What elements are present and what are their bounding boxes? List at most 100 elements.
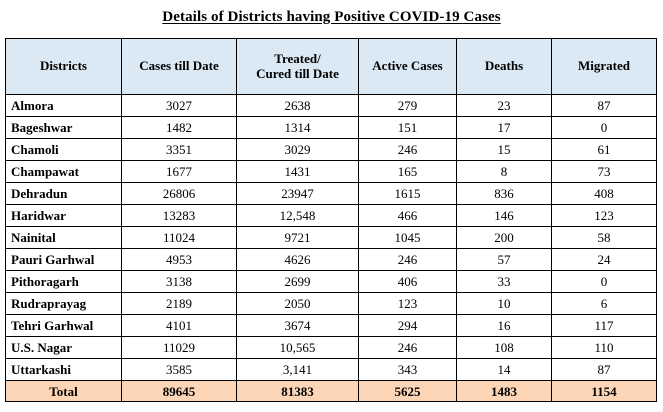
cell-district: Pithoragarh xyxy=(5,270,122,293)
cell-active: 343 xyxy=(358,358,457,381)
cell-district: Chamoli xyxy=(5,138,122,161)
cell-treated: 2050 xyxy=(236,292,359,315)
cell-deaths: 10 xyxy=(456,292,552,315)
cell-migrated: 73 xyxy=(551,160,657,183)
header-treated-line1: Treated/ xyxy=(274,50,321,66)
table-row: Bageshwar 1482 1314 151 17 0 xyxy=(5,116,657,139)
cell-cases: 11024 xyxy=(121,226,237,249)
cell-migrated: 0 xyxy=(551,116,657,139)
table-total-row: Total 89645 81383 5625 1483 1154 xyxy=(5,380,657,402)
cell-deaths: 23 xyxy=(456,94,552,117)
cell-treated: 2638 xyxy=(236,94,359,117)
total-district: Total xyxy=(5,380,122,402)
cell-migrated: 87 xyxy=(551,94,657,117)
cell-cases: 1677 xyxy=(121,160,237,183)
cell-district: Pauri Garhwal xyxy=(5,248,122,271)
table-row: Pauri Garhwal 4953 4626 246 57 24 xyxy=(5,248,657,271)
cell-cases: 11029 xyxy=(121,336,237,359)
cell-active: 406 xyxy=(358,270,457,293)
cell-treated: 3,141 xyxy=(236,358,359,381)
cell-migrated: 6 xyxy=(551,292,657,315)
cell-cases: 1482 xyxy=(121,116,237,139)
cell-deaths: 16 xyxy=(456,314,552,337)
cell-migrated: 0 xyxy=(551,270,657,293)
cell-migrated: 117 xyxy=(551,314,657,337)
table-row: Dehradun 26806 23947 1615 836 408 xyxy=(5,182,657,205)
cell-deaths: 14 xyxy=(456,358,552,381)
cell-active: 1615 xyxy=(358,182,457,205)
covid-districts-table: Districts Cases till Date Treated/ Cured… xyxy=(5,38,657,402)
total-treated: 81383 xyxy=(236,380,359,402)
table-row: Rudraprayag 2189 2050 123 10 6 xyxy=(5,292,657,315)
document-title: Details of Districts having Positive COV… xyxy=(162,9,501,25)
cell-active: 246 xyxy=(358,138,457,161)
table-row: Pithoragarh 3138 2699 406 33 0 xyxy=(5,270,657,293)
cell-district: Almora xyxy=(5,94,122,117)
header-active-cases: Active Cases xyxy=(358,38,457,95)
table-row: Chamoli 3351 3029 246 15 61 xyxy=(5,138,657,161)
table-row: Almora 3027 2638 279 23 87 xyxy=(5,94,657,117)
cell-cases: 3351 xyxy=(121,138,237,161)
cell-district: Haridwar xyxy=(5,204,122,227)
cell-deaths: 33 xyxy=(456,270,552,293)
cell-treated: 12,548 xyxy=(236,204,359,227)
total-migrated: 1154 xyxy=(551,380,657,402)
header-cases-till-date: Cases till Date xyxy=(121,38,237,95)
cell-migrated: 123 xyxy=(551,204,657,227)
cell-active: 151 xyxy=(358,116,457,139)
table-row: U.S. Nagar 11029 10,565 246 108 110 xyxy=(5,336,657,359)
cell-migrated: 58 xyxy=(551,226,657,249)
total-deaths: 1483 xyxy=(456,380,552,402)
cell-active: 165 xyxy=(358,160,457,183)
total-cases: 89645 xyxy=(121,380,237,402)
cell-treated: 3674 xyxy=(236,314,359,337)
cell-district: Dehradun xyxy=(5,182,122,205)
cell-cases: 3585 xyxy=(121,358,237,381)
table-row: Uttarkashi 3585 3,141 343 14 87 xyxy=(5,358,657,381)
cell-district: U.S. Nagar xyxy=(5,336,122,359)
cell-migrated: 24 xyxy=(551,248,657,271)
cell-deaths: 8 xyxy=(456,160,552,183)
table-row: Tehri Garhwal 4101 3674 294 16 117 xyxy=(5,314,657,337)
cell-migrated: 408 xyxy=(551,182,657,205)
cell-active: 1045 xyxy=(358,226,457,249)
cell-treated: 2699 xyxy=(236,270,359,293)
table-row: Champawat 1677 1431 165 8 73 xyxy=(5,160,657,183)
header-treated-line2: Cured till Date xyxy=(256,65,339,81)
cell-district: Nainital xyxy=(5,226,122,249)
cell-active: 246 xyxy=(358,248,457,271)
cell-deaths: 108 xyxy=(456,336,552,359)
cell-migrated: 61 xyxy=(551,138,657,161)
cell-district: Rudraprayag xyxy=(5,292,122,315)
cell-treated: 10,565 xyxy=(236,336,359,359)
cell-cases: 3027 xyxy=(121,94,237,117)
cell-cases: 26806 xyxy=(121,182,237,205)
cell-cases: 4953 xyxy=(121,248,237,271)
cell-active: 279 xyxy=(358,94,457,117)
header-districts: Districts xyxy=(5,38,122,95)
cell-treated: 23947 xyxy=(236,182,359,205)
cell-cases: 2189 xyxy=(121,292,237,315)
header-migrated: Migrated xyxy=(551,38,657,95)
table-header-row: Districts Cases till Date Treated/ Cured… xyxy=(5,38,657,95)
cell-treated: 9721 xyxy=(236,226,359,249)
header-deaths: Deaths xyxy=(456,38,552,95)
cell-migrated: 110 xyxy=(551,336,657,359)
cell-district: Bageshwar xyxy=(5,116,122,139)
cell-deaths: 17 xyxy=(456,116,552,139)
table-row: Nainital 11024 9721 1045 200 58 xyxy=(5,226,657,249)
cell-treated: 1431 xyxy=(236,160,359,183)
cell-migrated: 87 xyxy=(551,358,657,381)
cell-cases: 4101 xyxy=(121,314,237,337)
cell-deaths: 15 xyxy=(456,138,552,161)
cell-deaths: 836 xyxy=(456,182,552,205)
cell-district: Uttarkashi xyxy=(5,358,122,381)
cell-district: Tehri Garhwal xyxy=(5,314,122,337)
cell-cases: 13283 xyxy=(121,204,237,227)
header-treated-cured: Treated/ Cured till Date xyxy=(236,38,359,95)
cell-deaths: 200 xyxy=(456,226,552,249)
total-active: 5625 xyxy=(358,380,457,402)
cell-deaths: 146 xyxy=(456,204,552,227)
cell-active: 123 xyxy=(358,292,457,315)
cell-active: 294 xyxy=(358,314,457,337)
